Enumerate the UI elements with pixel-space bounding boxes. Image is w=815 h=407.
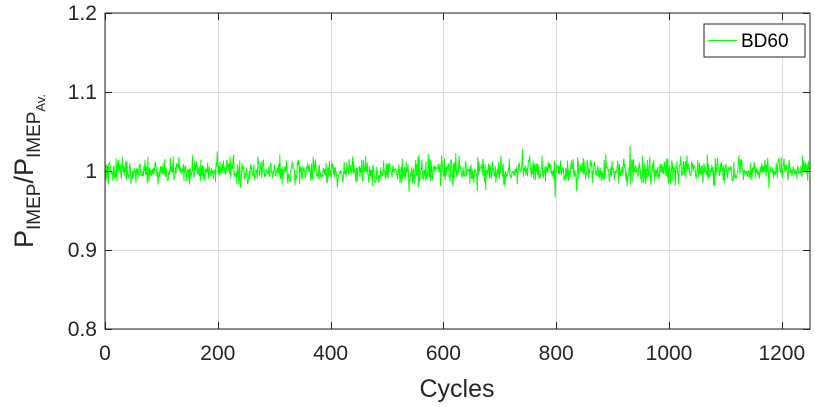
y-axis-label-sub2: IMEP [24,112,45,158]
y-axis-label-subsub2: Av. [33,94,48,112]
y-tick-label: 1.1 [68,81,97,104]
y-axis-label: PIMEP/PIMEPAv. [9,94,48,248]
x-tick-label: 600 [426,342,461,365]
x-tick-label: 0 [99,342,111,365]
y-tick-label: 0.8 [68,318,97,341]
series-layer [106,146,810,197]
y-axis-label-slash: /P [9,158,39,184]
y-tick-labels: 0.8 0.9 1 1.1 1.2 [68,2,97,341]
y-axis-label-sub1: IMEP [24,184,45,230]
x-tick-label: 1000 [646,342,693,365]
x-axis-label: Cycles [419,375,494,403]
x-tick-labels: 0 200 400 600 800 1000 1200 [99,342,805,365]
ticks [105,13,810,330]
y-tick-label: 0.9 [68,239,97,262]
x-tick-label: 1200 [758,342,805,365]
series-line [106,146,810,197]
x-tick-label: 800 [539,342,574,365]
legend: BD60 [703,23,806,58]
x-tick-label: 400 [313,342,348,365]
y-axis-label-base1: P [9,230,39,248]
x-tick-label: 200 [200,342,235,365]
y-tick-label: 1.2 [68,2,97,25]
legend-label: BD60 [741,31,789,52]
y-tick-label: 1 [85,160,97,183]
